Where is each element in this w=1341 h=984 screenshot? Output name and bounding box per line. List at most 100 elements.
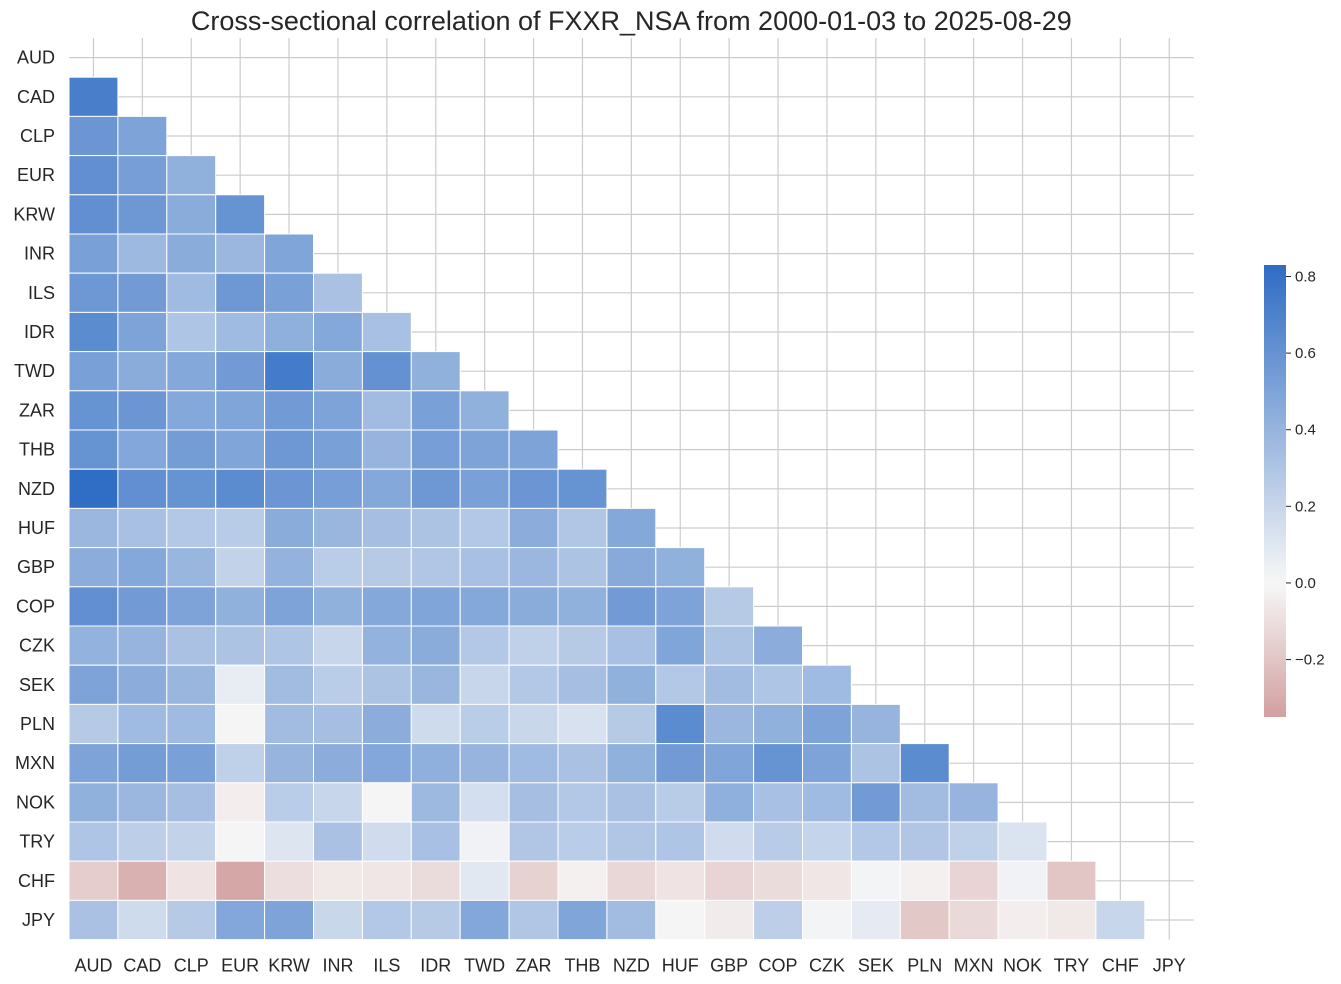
y-tick-label-nzd: NZD	[18, 479, 55, 499]
heatmap-cell-cop-inr	[313, 586, 363, 627]
heatmap-cell-huf-ils	[361, 507, 412, 549]
heatmap-cell-czk-cop	[753, 625, 803, 666]
heatmap-cell-sek-aud	[68, 664, 119, 705]
heatmap-cell-gbp-ils	[361, 547, 412, 588]
heatmap-cell-huf-krw	[264, 507, 315, 549]
heatmap-cell-gbp-twd	[459, 547, 510, 588]
heatmap-cell-cop-cad	[117, 586, 168, 627]
heatmap-cell-thb-cad	[117, 429, 168, 470]
heatmap-cell-idr-eur	[215, 311, 266, 353]
heatmap-cell-idr-krw	[264, 311, 315, 353]
heatmap-cell-jpy-try	[1046, 899, 1097, 941]
heatmap-cell-try-cop	[753, 821, 803, 862]
heatmap-cell-thb-clp	[166, 429, 217, 470]
heatmap-cell-nzd-inr	[313, 468, 363, 509]
heatmap-cell-idr-cad	[117, 311, 168, 353]
heatmap-cell-thb-ils	[361, 429, 412, 470]
heatmap-cell-nok-nzd	[606, 782, 657, 823]
heatmap-cell-sek-cop	[753, 664, 803, 705]
heatmap-cell-twd-idr	[410, 351, 461, 392]
heatmap-cell-chf-czk	[802, 860, 852, 901]
y-tick-label-sek: SEK	[19, 675, 55, 695]
heatmap-cell-try-czk	[802, 821, 852, 862]
heatmap-cell-try-nok	[997, 821, 1048, 862]
heatmap-cell-thb-aud	[68, 429, 119, 470]
heatmap-cell-cop-huf	[655, 586, 706, 627]
heatmap-cell-mxn-aud	[68, 743, 119, 784]
heatmap-cell-try-twd	[459, 821, 510, 862]
heatmap-cell-thb-eur	[215, 429, 266, 470]
heatmap-cell-nok-mxn	[948, 782, 999, 823]
heatmap-cell-chf-pln	[899, 860, 950, 901]
heatmap-cell-huf-cad	[117, 507, 168, 549]
heatmap-cell-thb-inr	[313, 429, 363, 470]
heatmap-cell-try-inr	[313, 821, 363, 862]
heatmap-cell-ils-eur	[215, 272, 266, 313]
heatmap-cell-nzd-cad	[117, 468, 168, 509]
heatmap-cell-try-mxn	[948, 821, 999, 862]
heatmap-cell-inr-aud	[68, 233, 119, 274]
heatmap-cell-krw-eur	[215, 194, 266, 235]
heatmap-cell-chf-cop	[753, 860, 803, 901]
heatmap-cell-gbp-inr	[313, 547, 363, 588]
heatmap-cell-gbp-idr	[410, 547, 461, 588]
chart-title: Cross-sectional correlation of FXXR_NSA …	[191, 6, 1072, 36]
heatmap-cell-jpy-aud	[68, 899, 119, 941]
heatmap-cell-sek-thb	[557, 664, 608, 705]
x-tick-label-ils: ILS	[373, 956, 400, 976]
heatmap-cell-nok-cop	[753, 782, 803, 823]
x-tick-label-gbp: GBP	[710, 956, 748, 976]
heatmap-cell-czk-nzd	[606, 625, 657, 666]
y-tick-label-huf: HUF	[18, 518, 55, 538]
heatmap-cell-try-aud	[68, 821, 119, 862]
heatmap-cell-jpy-cad	[117, 899, 168, 941]
heatmap-cell-czk-clp	[166, 625, 217, 666]
heatmap-cell-chf-nok	[997, 860, 1048, 901]
heatmap-cell-try-pln	[899, 821, 950, 862]
heatmap-cell-zar-krw	[264, 390, 315, 431]
heatmap-cell-mxn-krw	[264, 743, 315, 784]
heatmap-cell-nok-twd	[459, 782, 510, 823]
heatmap-cell-jpy-zar	[508, 899, 559, 941]
heatmap-cell-try-gbp	[704, 821, 755, 862]
heatmap-cell-mxn-sek	[850, 743, 901, 784]
x-tick-label-mxn: MXN	[954, 956, 994, 976]
heatmap-cell-thb-krw	[264, 429, 315, 470]
heatmap-cell-chf-try	[1046, 860, 1097, 901]
heatmap-cell-try-sek	[850, 821, 901, 862]
heatmap-cell-mxn-idr	[410, 743, 461, 784]
x-tick-label-inr: INR	[322, 956, 353, 976]
heatmap-cell-cop-twd	[459, 586, 510, 627]
heatmap-cell-nok-clp	[166, 782, 217, 823]
heatmap-cell-cop-eur	[215, 586, 266, 627]
x-tick-label-pln: PLN	[907, 956, 942, 976]
x-tick-label-thb: THB	[564, 956, 600, 976]
x-tick-label-sek: SEK	[858, 956, 894, 976]
heatmap-cell-nok-huf	[655, 782, 706, 823]
heatmap-cell-jpy-czk	[802, 899, 852, 941]
heatmap-cell-czk-gbp	[704, 625, 755, 666]
heatmap-cell-cop-ils	[361, 586, 412, 627]
heatmap-cell-czk-zar	[508, 625, 559, 666]
y-tick-label-idr: IDR	[24, 322, 55, 342]
heatmap-cell-mxn-cad	[117, 743, 168, 784]
heatmap-cell-sek-clp	[166, 664, 217, 705]
y-tick-label-krw: KRW	[13, 204, 55, 224]
heatmap-cell-czk-idr	[410, 625, 461, 666]
heatmap-cell-try-huf	[655, 821, 706, 862]
heatmap-cell-idr-aud	[68, 311, 119, 353]
heatmap-cell-pln-eur	[215, 703, 266, 745]
heatmap-cell-jpy-krw	[264, 899, 315, 941]
heatmap-cell-mxn-thb	[557, 743, 608, 784]
heatmap-cell-nok-cad	[117, 782, 168, 823]
y-tick-label-aud: AUD	[17, 48, 55, 68]
heatmap-cell-sek-twd	[459, 664, 510, 705]
heatmap-cell-chf-twd	[459, 860, 510, 901]
heatmap-cell-clp-cad	[117, 115, 168, 157]
heatmap-cell-try-ils	[361, 821, 412, 862]
heatmap-cell-chf-cad	[117, 860, 168, 901]
heatmap-cell-nok-eur	[215, 782, 266, 823]
heatmap-cell-nzd-clp	[166, 468, 217, 509]
heatmap-cell-pln-aud	[68, 703, 119, 745]
heatmap-cell-nok-gbp	[704, 782, 755, 823]
